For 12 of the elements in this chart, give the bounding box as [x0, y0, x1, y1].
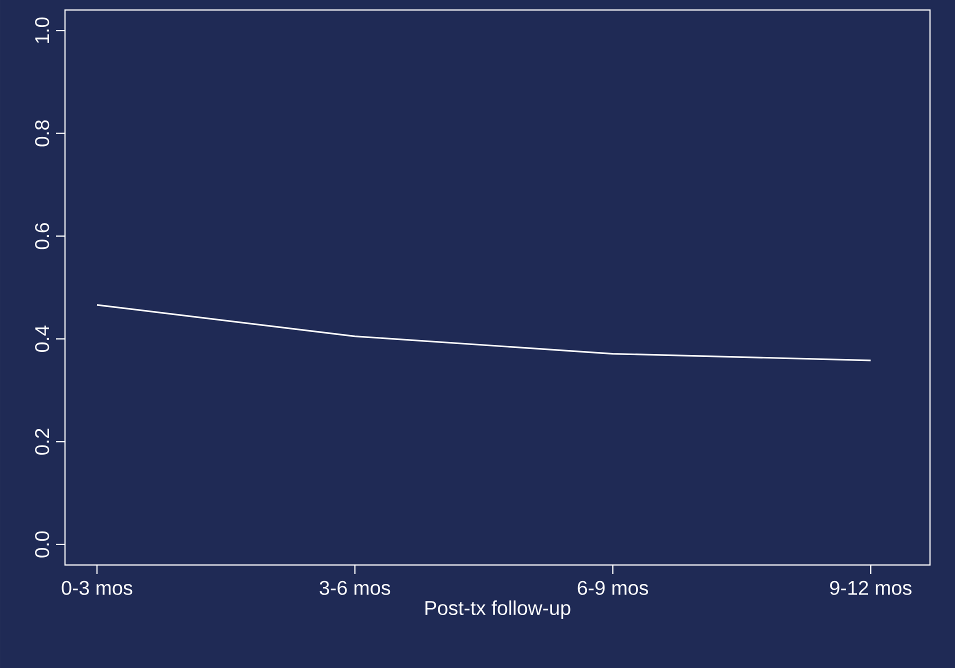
y-tick-label: 0.8: [35, 120, 50, 146]
y-tick-label: 0.4: [35, 326, 50, 352]
x-tick-label: 9-12 mos: [830, 580, 912, 595]
line-series: [96, 304, 872, 362]
x-tick-label: 3-6 mos: [320, 580, 390, 595]
x-tick-label: 0-3 mos: [62, 580, 132, 595]
y-tick-label: 0.2: [35, 428, 50, 455]
y-tick-label: 0.0: [35, 531, 50, 558]
x-axis-title: Post-tx follow-up: [426, 600, 570, 619]
x-tick-label: 6-9 mos: [578, 580, 648, 595]
y-tick-label: 0.6: [35, 223, 50, 250]
y-tick-label: 1.0: [35, 17, 50, 43]
